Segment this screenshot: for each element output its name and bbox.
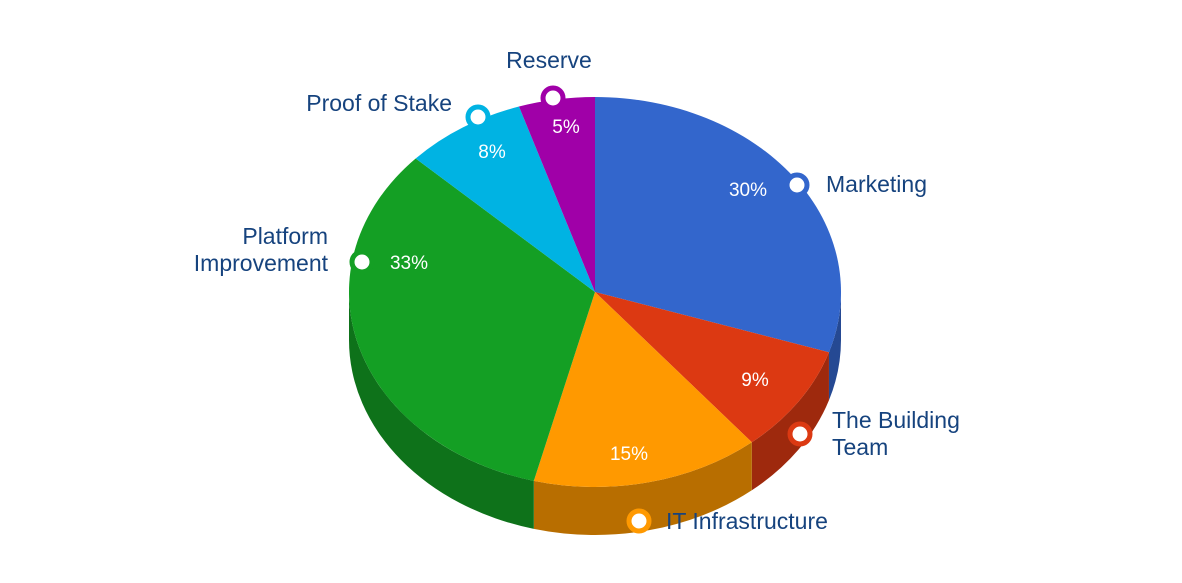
reserve-ring-icon [540,85,566,111]
slice-label-reserve: Reserve [506,47,592,73]
proof-of-stake-ring-icon [465,104,491,130]
pie-slice-side-it-infrastructure [533,442,752,535]
pie-slice-side-marketing [828,292,841,401]
slice-label-marketing: Marketing [826,171,927,197]
pie-slice-marketing[interactable] [595,97,842,353]
pie-slice-it-infrastructure[interactable] [533,292,752,487]
pie-slice-side-platform-improvement [349,292,534,529]
the-building-team-ring-icon [787,421,813,447]
slice-label-the-building-team: The Building Team [832,407,960,460]
it-infrastructure-ring-icon [626,508,652,534]
pie-slice-platform-improvement[interactable] [348,158,595,481]
platform-improvement-ring-icon [349,249,375,275]
pie-slice-the-building-team[interactable] [595,292,829,443]
marketing-ring-icon [784,172,810,198]
pie-slice-side-the-building-team [751,352,829,491]
slice-label-proof-of-stake: Proof of Stake [306,90,452,116]
slice-label-it-infrastructure: IT Infrastructure [666,508,828,534]
pie-slice-proof-of-stake[interactable] [415,106,595,292]
slice-label-platform-improvement: Platform Improvement [193,223,328,276]
pie-slice-reserve[interactable] [518,97,595,292]
